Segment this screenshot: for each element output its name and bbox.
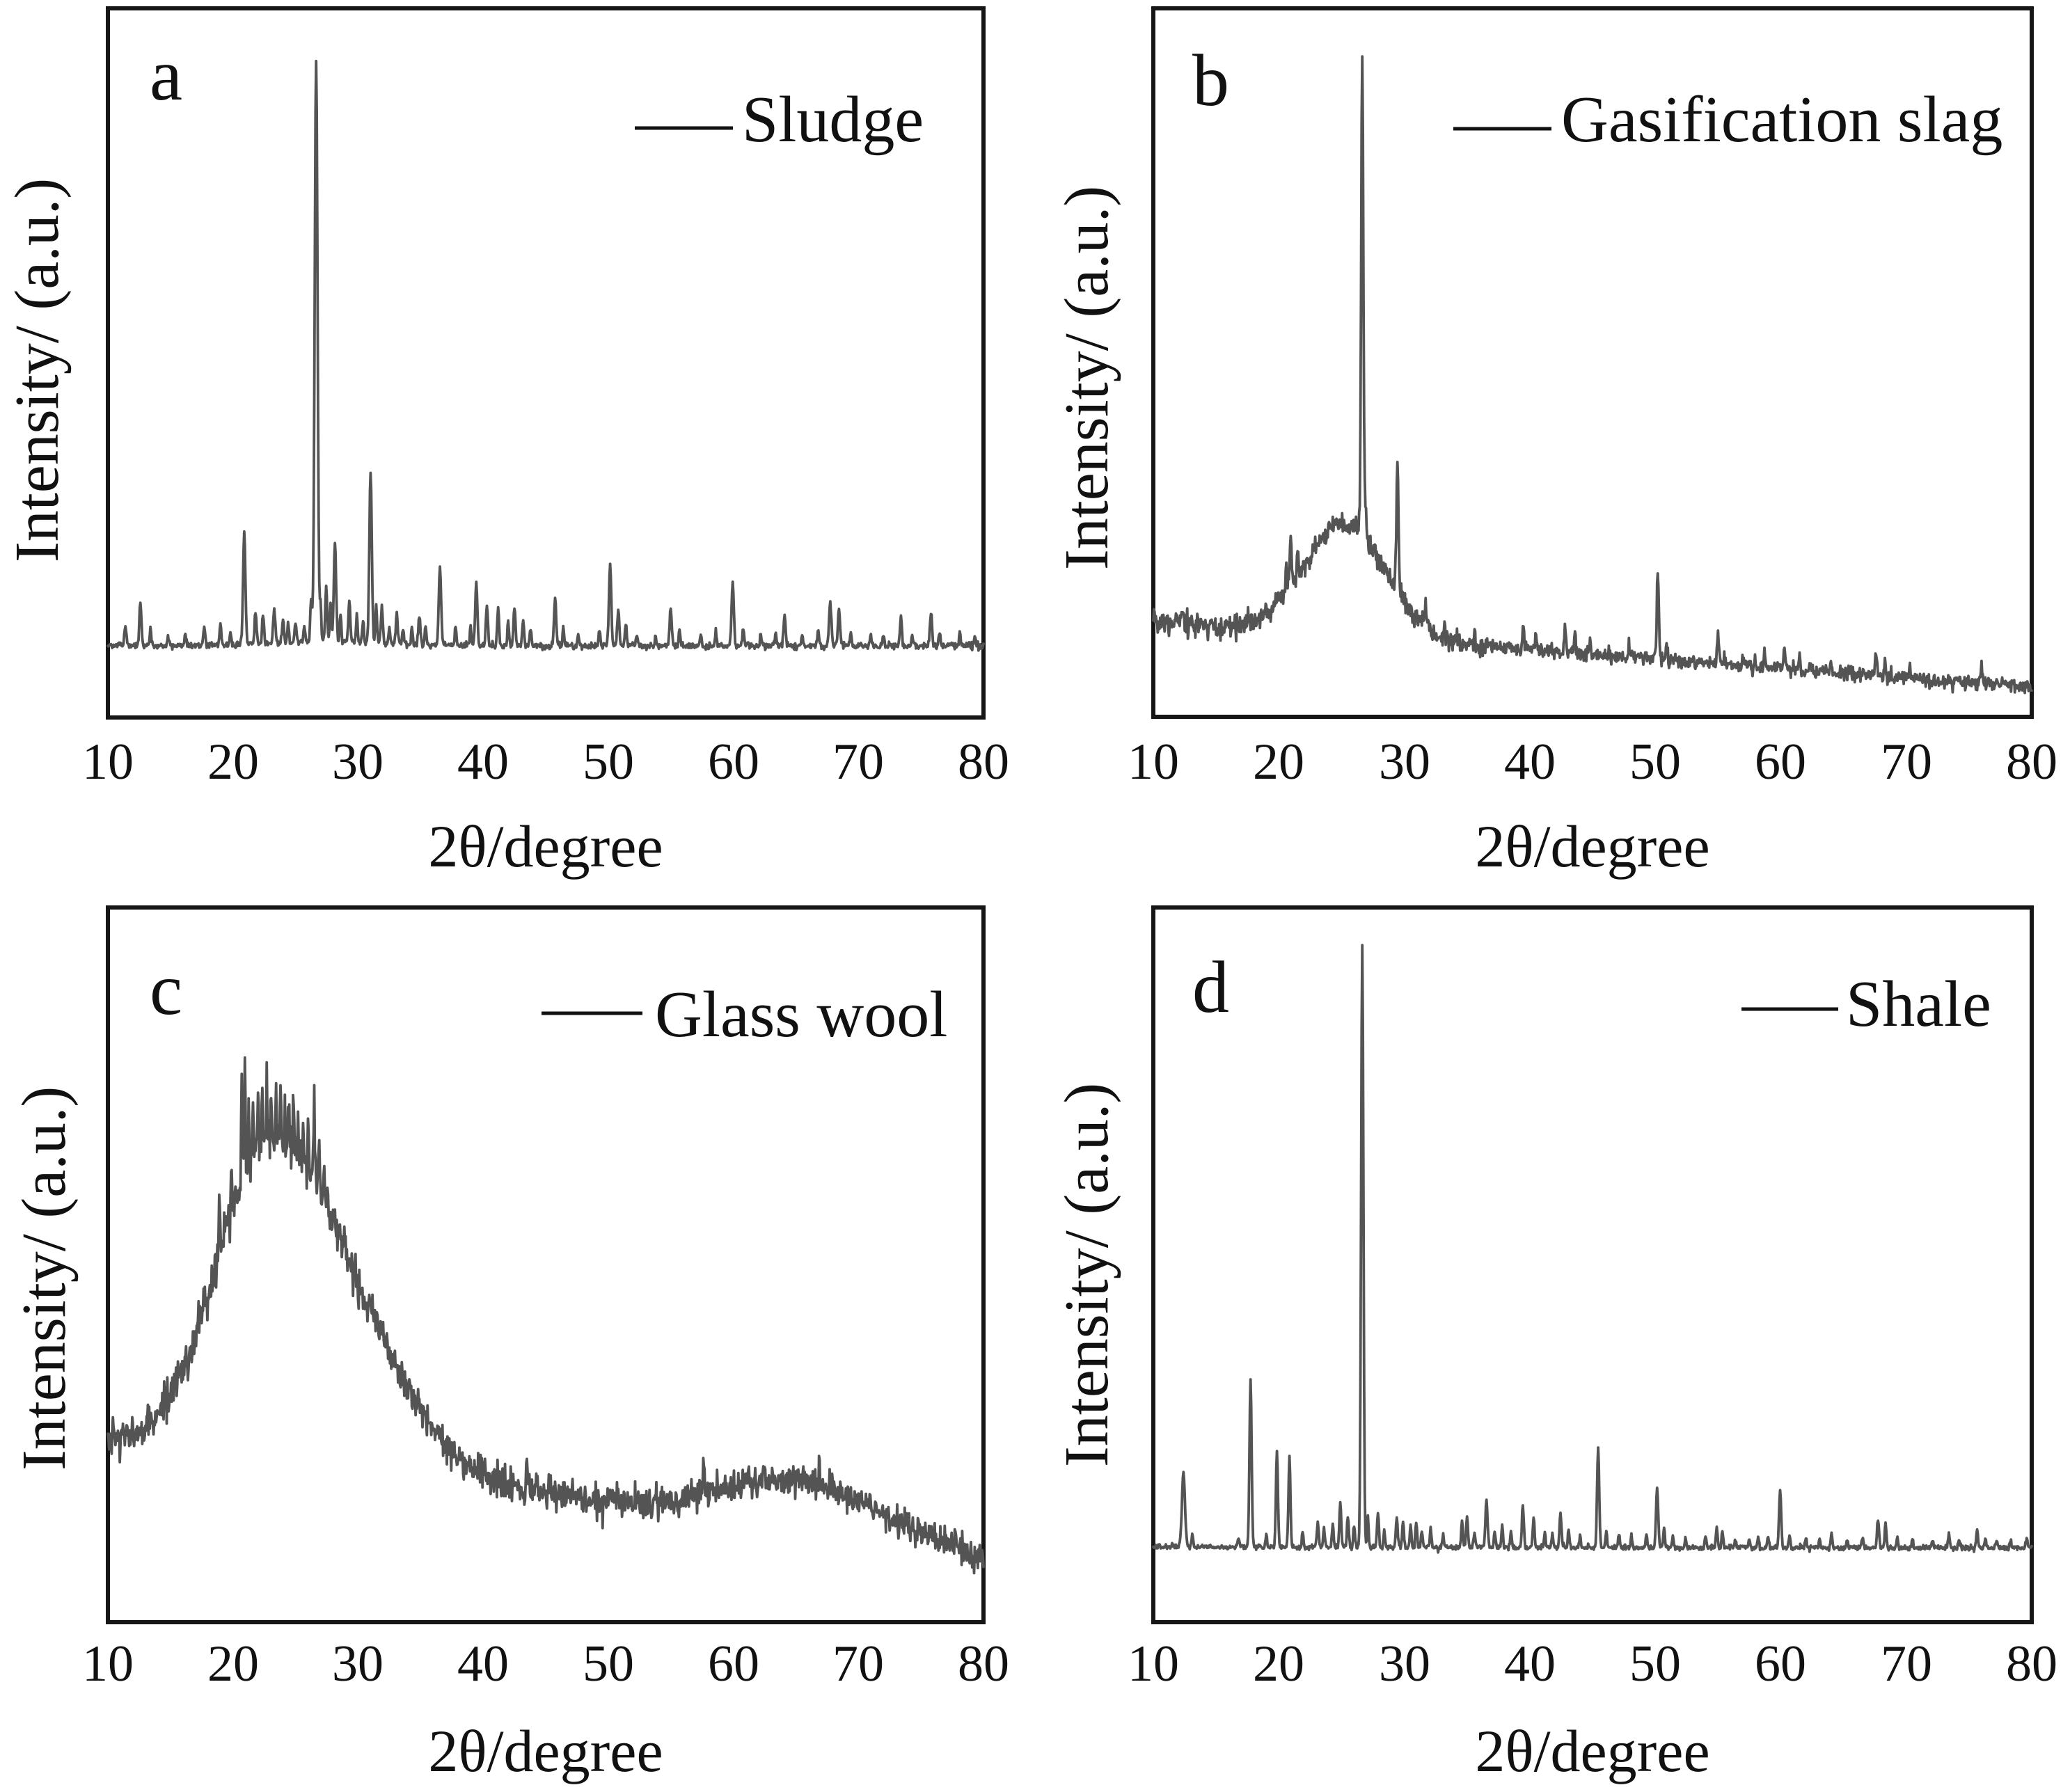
svg-text:60: 60 bbox=[708, 734, 759, 791]
svg-text:Sludge: Sludge bbox=[742, 84, 924, 156]
svg-text:60: 60 bbox=[1755, 1635, 1806, 1692]
svg-text:10: 10 bbox=[82, 734, 134, 791]
svg-text:60: 60 bbox=[708, 1635, 759, 1692]
svg-text:30: 30 bbox=[1379, 1635, 1430, 1692]
svg-text:2θ/degree: 2θ/degree bbox=[428, 1718, 663, 1784]
svg-text:c: c bbox=[150, 949, 182, 1030]
svg-text:40: 40 bbox=[457, 1635, 509, 1692]
svg-text:50: 50 bbox=[1629, 734, 1681, 791]
svg-text:20: 20 bbox=[1253, 1635, 1304, 1692]
svg-text:Gasification slag: Gasification slag bbox=[1561, 84, 2002, 156]
svg-text:a: a bbox=[150, 34, 182, 116]
svg-text:Glass wool: Glass wool bbox=[655, 978, 947, 1051]
svg-text:80: 80 bbox=[2006, 1635, 2057, 1692]
svg-text:Intensity/ (a.u.): Intensity/ (a.u.) bbox=[3, 178, 72, 562]
svg-text:10: 10 bbox=[82, 1635, 134, 1692]
svg-text:b: b bbox=[1192, 40, 1229, 121]
svg-text:50: 50 bbox=[583, 734, 634, 791]
svg-text:70: 70 bbox=[832, 734, 884, 791]
svg-text:50: 50 bbox=[583, 1635, 634, 1692]
svg-text:60: 60 bbox=[1755, 734, 1806, 791]
svg-text:10: 10 bbox=[1128, 1635, 1179, 1692]
svg-text:2θ/degree: 2θ/degree bbox=[428, 813, 663, 880]
svg-text:40: 40 bbox=[1504, 734, 1556, 791]
svg-text:30: 30 bbox=[332, 1635, 384, 1692]
svg-text:40: 40 bbox=[1504, 1635, 1556, 1692]
svg-text:d: d bbox=[1192, 946, 1229, 1028]
svg-text:80: 80 bbox=[2006, 734, 2057, 791]
svg-text:2θ/degree: 2θ/degree bbox=[1475, 813, 1709, 880]
svg-text:80: 80 bbox=[958, 1635, 1009, 1692]
svg-text:70: 70 bbox=[832, 1635, 884, 1692]
svg-text:Intensity/ (a.u.): Intensity/ (a.u.) bbox=[1052, 1083, 1121, 1467]
svg-text:20: 20 bbox=[207, 734, 259, 791]
svg-text:2θ/degree: 2θ/degree bbox=[1475, 1718, 1709, 1784]
svg-text:50: 50 bbox=[1629, 1635, 1681, 1692]
svg-text:20: 20 bbox=[207, 1635, 259, 1692]
svg-text:30: 30 bbox=[332, 734, 384, 791]
svg-text:10: 10 bbox=[1128, 734, 1179, 791]
svg-text:30: 30 bbox=[1379, 734, 1430, 791]
svg-text:70: 70 bbox=[1881, 1635, 1932, 1692]
svg-text:Intensity/ (a.u.): Intensity/ (a.u.) bbox=[1052, 186, 1121, 570]
svg-text:40: 40 bbox=[457, 734, 509, 791]
svg-text:Shale: Shale bbox=[1846, 968, 1991, 1040]
svg-text:70: 70 bbox=[1881, 734, 1932, 791]
svg-text:Intensity/ (a.u.): Intensity/ (a.u.) bbox=[10, 1086, 79, 1470]
svg-text:80: 80 bbox=[958, 734, 1009, 791]
svg-text:20: 20 bbox=[1253, 734, 1304, 791]
